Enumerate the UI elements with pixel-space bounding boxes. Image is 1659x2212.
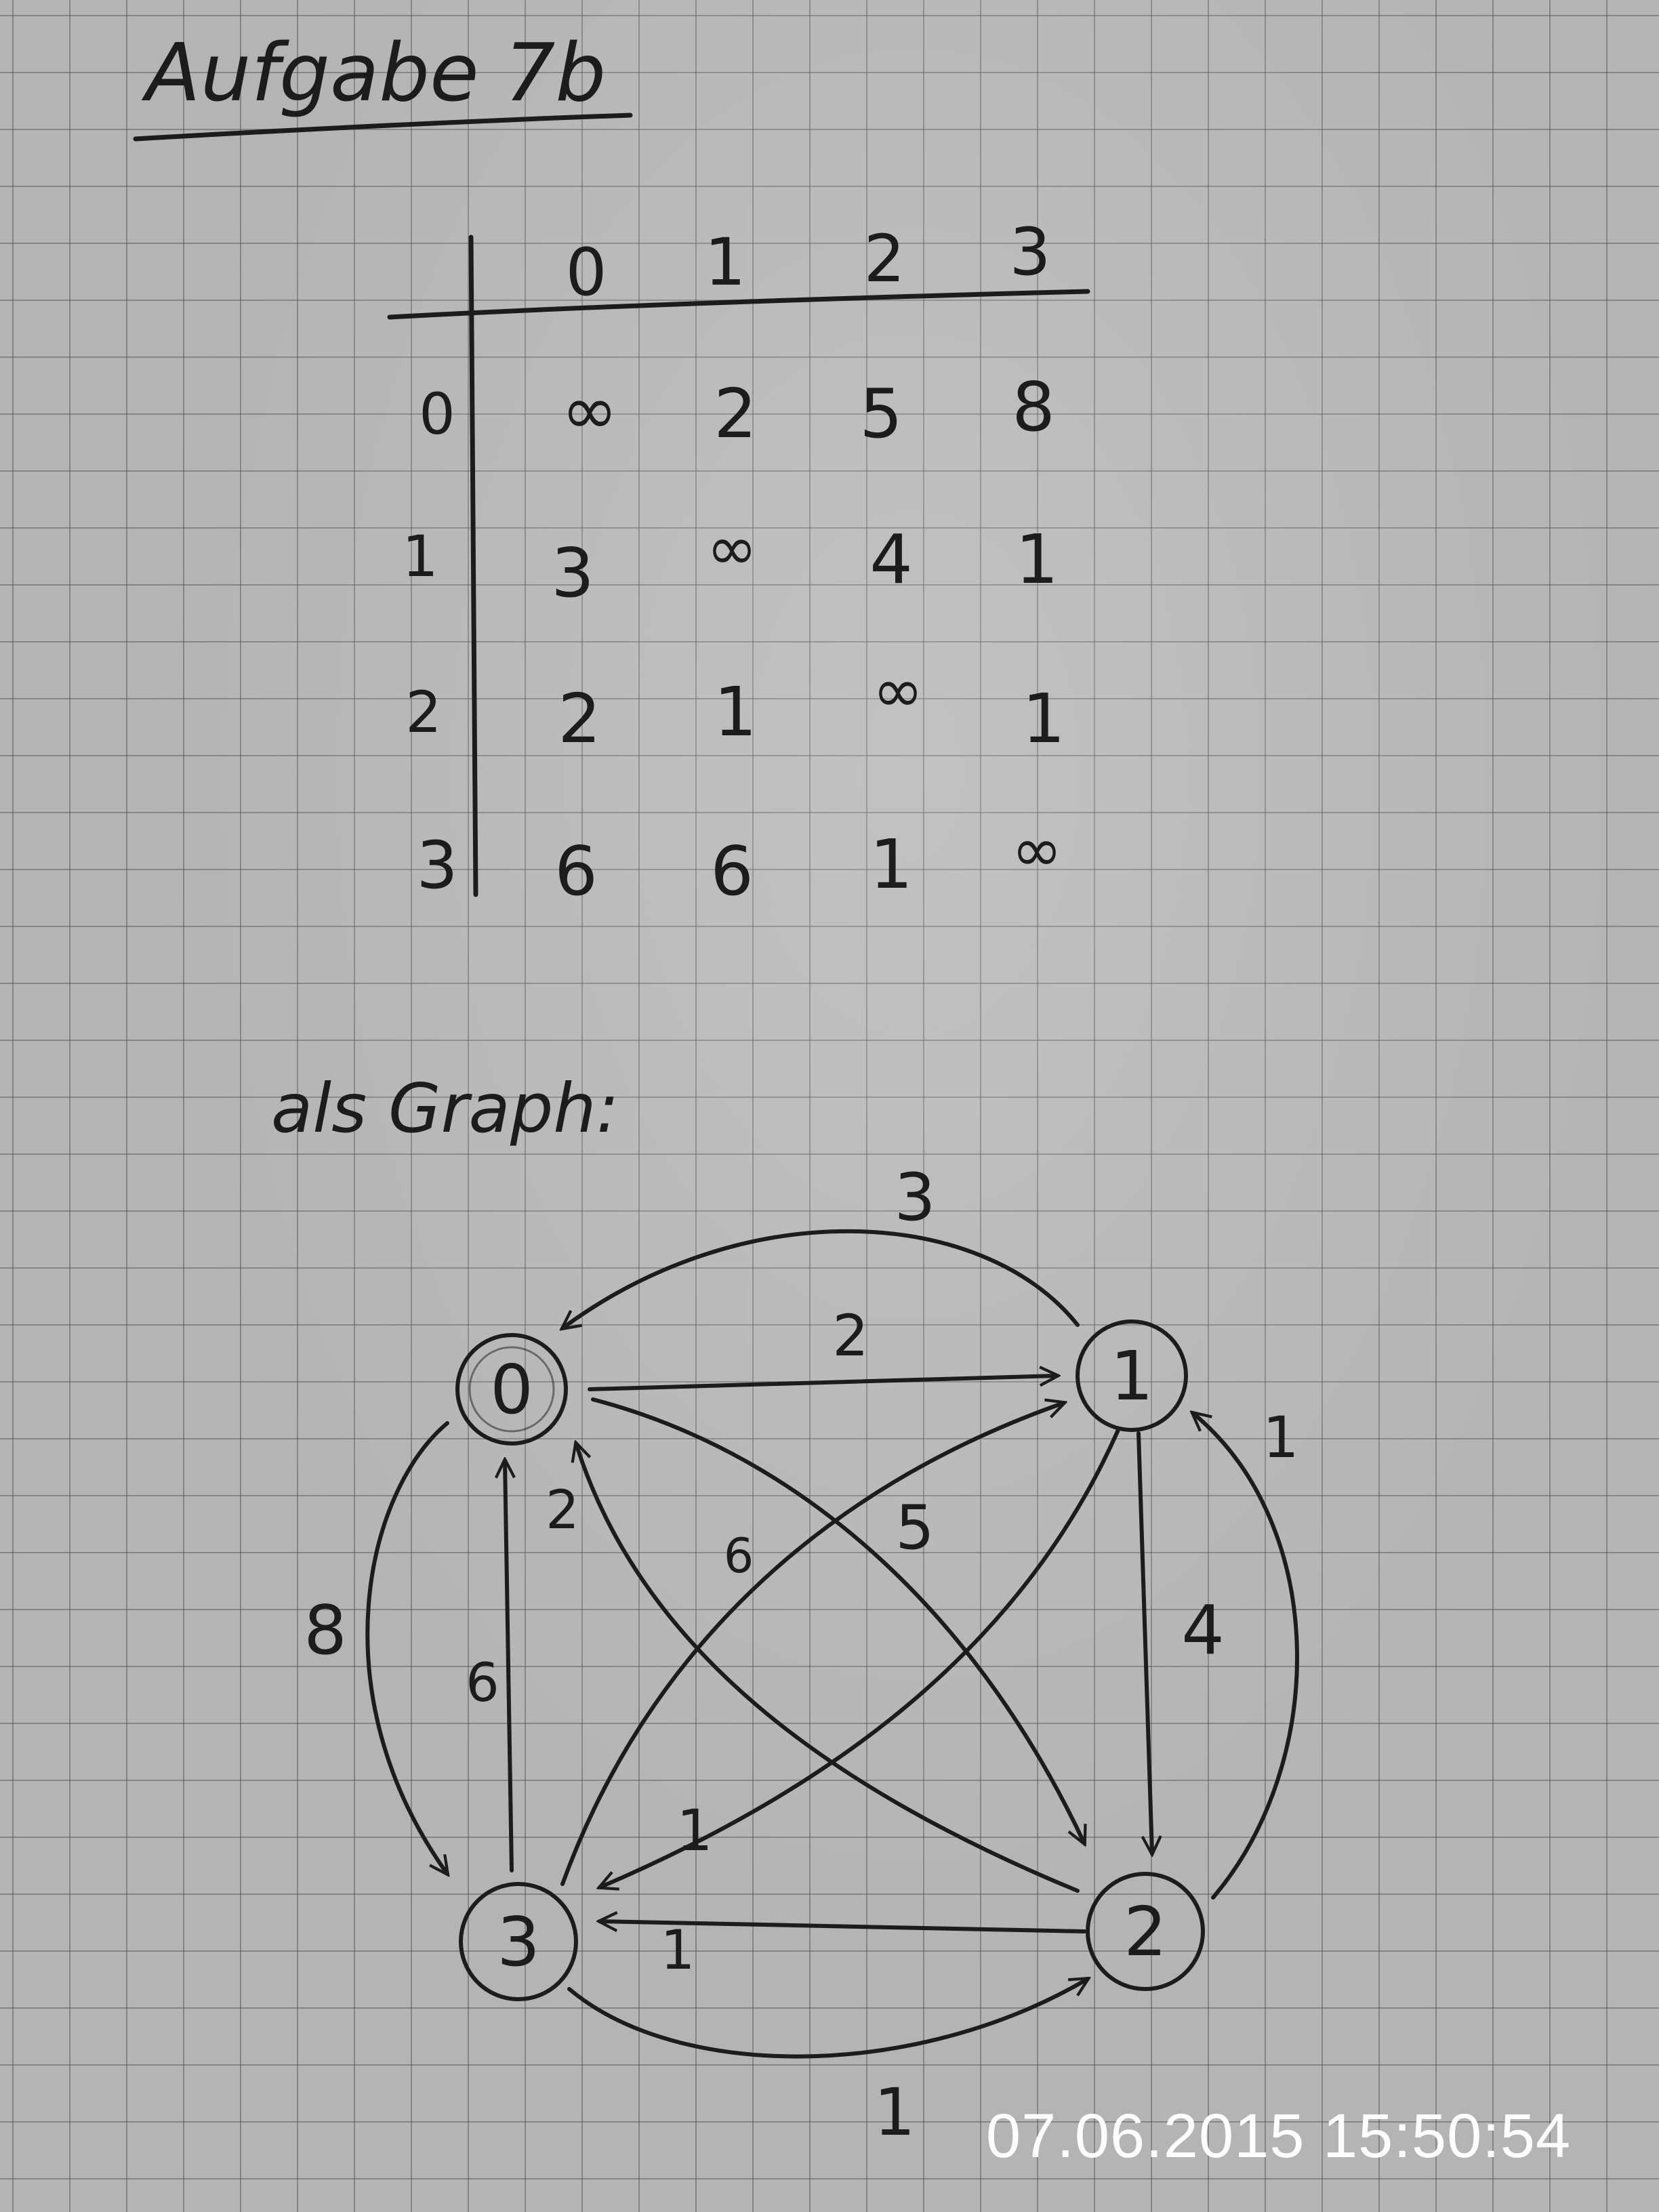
matrix-col-header-2: 2 xyxy=(863,221,905,297)
directed-graph: 0 1 2 3 2 xyxy=(304,1160,1299,2150)
graph-weight-3-0: 6 xyxy=(466,1653,499,1714)
graph-node-label-1: 1 xyxy=(1110,1336,1153,1416)
matrix-cell-1-3: 1 xyxy=(1015,520,1059,599)
graph-weight-0-2: 5 xyxy=(895,1492,934,1563)
matrix-cell-2-0: 2 xyxy=(558,679,601,758)
graph-weight-2-0: 2 xyxy=(546,1480,579,1541)
graph-weight-1-3: 1 xyxy=(676,1797,712,1864)
matrix-cell-0-2: 5 xyxy=(859,374,903,453)
graph-edge-0-3 xyxy=(365,1421,447,1874)
graph-edge-0-1 xyxy=(588,1376,1057,1391)
matrix-cell-2-2: ∞ xyxy=(873,655,924,726)
graph-edge-3-0 xyxy=(505,1460,512,1872)
matrix-cell-3-2: 1 xyxy=(869,825,913,904)
matrix-row-header-1: 1 xyxy=(402,523,438,590)
graph-edge-1-3 xyxy=(600,1428,1120,1887)
graph-caption: als Graph: xyxy=(271,1069,619,1148)
matrix-cell-2-1: 1 xyxy=(714,672,757,752)
matrix-row-header-3: 3 xyxy=(416,827,457,903)
matrix-row-header-2: 2 xyxy=(405,679,441,745)
matrix-cell-0-0: ∞ xyxy=(561,371,617,450)
graph-weight-3-2: 1 xyxy=(874,2074,915,2150)
matrix-vertical-rule xyxy=(468,234,478,897)
matrix-row-header-0: 0 xyxy=(419,381,455,447)
matrix-cell-3-1: 6 xyxy=(710,832,754,911)
graph-edge-3-2 xyxy=(567,1979,1088,2059)
graph-node-label-3: 3 xyxy=(497,1902,540,1982)
camera-timestamp: 07.06.2015 15:50:54 xyxy=(986,2102,1572,2171)
matrix-cell-0-1: 2 xyxy=(714,374,757,453)
graph-weight-0-1: 2 xyxy=(832,1303,868,1369)
graph-weight-3-1: 6 xyxy=(724,1528,754,1584)
adjacency-matrix: 0 1 2 3 0 1 2 3 ∞ 2 5 8 3 ∞ 4 1 2 1 ∞ 1 … xyxy=(387,214,1090,911)
graph-weight-1-0: 3 xyxy=(894,1160,935,1235)
graph-weight-2-3: 1 xyxy=(661,1919,695,1982)
graph-node-0: 0 xyxy=(455,1333,568,1446)
matrix-cell-1-2: 4 xyxy=(869,520,913,599)
graph-edge-2-3 xyxy=(600,1921,1086,1933)
matrix-col-header-1: 1 xyxy=(704,224,745,300)
graph-node-1: 1 xyxy=(1076,1319,1188,1432)
graph-weight-1-2: 4 xyxy=(1181,1591,1225,1670)
graph-node-2: 2 xyxy=(1086,1872,1205,1991)
matrix-col-header-3: 3 xyxy=(1009,214,1050,290)
matrix-cell-1-1: ∞ xyxy=(707,513,758,584)
graph-edge-2-0 xyxy=(576,1443,1080,1893)
graph-node-label-0: 0 xyxy=(490,1350,533,1429)
graph-edge-0-2 xyxy=(591,1397,1084,1843)
graph-edge-3-1 xyxy=(560,1403,1064,1886)
graph-edge-1-2 xyxy=(1136,1431,1152,1853)
title-underline xyxy=(133,112,633,142)
graph-node-3: 3 xyxy=(459,1882,578,2001)
graph-weight-2-1: 1 xyxy=(1263,1404,1298,1471)
matrix-col-header-0: 0 xyxy=(565,234,607,310)
graph-edge-2-1 xyxy=(1193,1413,1299,1900)
matrix-horizontal-rule xyxy=(387,289,1090,320)
matrix-cell-3-0: 6 xyxy=(554,832,598,911)
matrix-cell-2-3: 1 xyxy=(1022,679,1065,758)
matrix-cell-0-3: 8 xyxy=(1012,367,1055,447)
matrix-cell-1-0: 3 xyxy=(551,533,594,613)
graph-weight-0-3: 8 xyxy=(304,1591,347,1670)
page-title: Aufgabe 7b xyxy=(141,26,606,119)
graph-node-label-2: 2 xyxy=(1124,1892,1167,1971)
graph-edge-1-0 xyxy=(562,1229,1080,1328)
matrix-cell-3-3: ∞ xyxy=(1012,815,1063,886)
